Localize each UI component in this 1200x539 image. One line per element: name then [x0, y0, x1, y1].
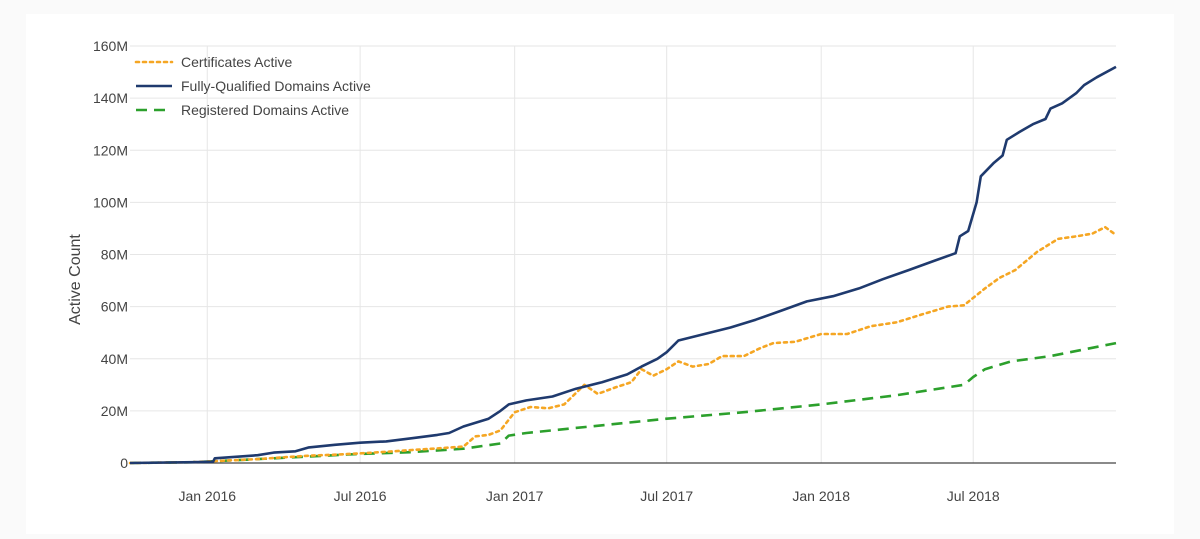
- y-tick-label: 140M: [93, 90, 128, 106]
- x-tick-label: Jul 2017: [640, 488, 693, 504]
- y-tick-label: 160M: [93, 38, 128, 54]
- x-tick-label: Jan 2017: [486, 488, 544, 504]
- series-line-fully-qualified-domains-active: [129, 65, 1117, 465]
- legend-label: Registered Domains Active: [181, 102, 349, 118]
- legend: Certificates Active Fully-Qualified Domai…: [134, 54, 371, 118]
- legend-label: Certificates Active: [181, 54, 292, 70]
- y-tick-labels: 0 20M 40M 60M 80M 100M 120M 140M 160M: [93, 38, 128, 471]
- line-chart: 0 20M 40M 60M 80M 100M 120M 140M 160M Jan 2016 Ju…: [67, 38, 1118, 504]
- series-line-certificates-active: [128, 225, 1118, 465]
- y-tick-label: 120M: [93, 142, 128, 158]
- y-tick-label: 80M: [101, 247, 128, 263]
- x-tick-label: Jul 2018: [947, 488, 1000, 504]
- x-tick-label: Jan 2016: [178, 488, 236, 504]
- series-layer: [128, 65, 1118, 465]
- y-tick-label: 100M: [93, 194, 128, 210]
- series-line-registered-domains-active: [129, 341, 1117, 465]
- y-tick-label: 20M: [101, 403, 128, 419]
- y-axis-title: Active Count: [67, 234, 84, 325]
- y-tick-label: 40M: [101, 351, 128, 367]
- x-tick-label: Jul 2016: [334, 488, 387, 504]
- x-gridlines: [206, 46, 974, 463]
- y-tick-label: 60M: [101, 299, 128, 315]
- chart-card: 0 20M 40M 60M 80M 100M 120M 140M 160M Jan 2016 Ju…: [26, 14, 1174, 534]
- y-tick-label: 0: [120, 455, 128, 471]
- x-tick-labels: Jan 2016 Jul 2016 Jan 2017 Jul 2017 Jan 2018…: [178, 488, 999, 504]
- y-gridlines: [130, 45, 1116, 412]
- legend-label: Fully-Qualified Domains Active: [181, 78, 371, 94]
- x-tick-label: Jan 2018: [792, 488, 850, 504]
